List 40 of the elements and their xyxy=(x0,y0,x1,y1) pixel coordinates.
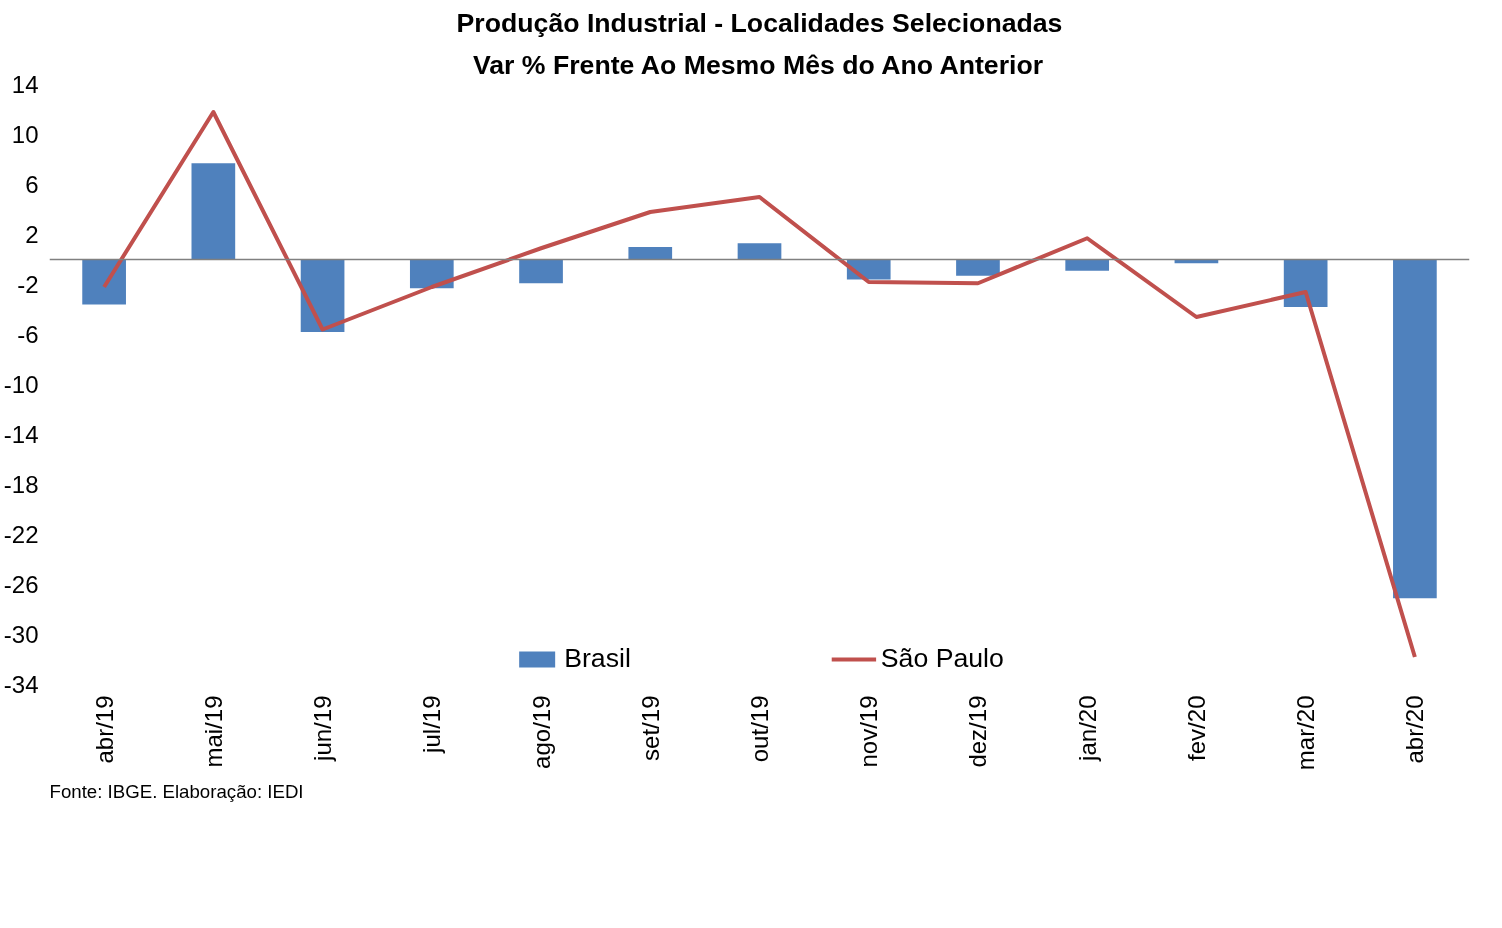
bar xyxy=(1283,259,1328,307)
legend-label: Brasil xyxy=(564,643,631,674)
bar xyxy=(519,259,563,284)
y-tick-label: -18 xyxy=(3,471,39,498)
y-tick-label: -22 xyxy=(3,521,39,548)
chart-subtitle: Var % Frente Ao Mesmo Mês do Ano Anterior xyxy=(472,49,1044,80)
y-tick-label: -26 xyxy=(3,571,39,598)
x-tick-label: abr/19 xyxy=(90,695,118,764)
x-tick-label: dez/19 xyxy=(964,695,992,768)
x-tick-label: nov/19 xyxy=(855,695,883,768)
y-tick-label: -34 xyxy=(3,671,39,698)
bar xyxy=(191,163,236,260)
chart-title: Produção Industrial - Localidades Selecionadas xyxy=(456,7,1063,38)
y-tick-label: 6 xyxy=(25,171,39,198)
y-tick-label: 10 xyxy=(11,121,39,148)
y-tick-label: -10 xyxy=(3,371,39,398)
x-tick-label: mar/20 xyxy=(1292,695,1320,771)
x-tick-label: fev/20 xyxy=(1182,695,1210,761)
y-tick-label: -2 xyxy=(17,271,39,298)
x-tick-label: out/19 xyxy=(746,695,773,763)
x-tick-label: ago/19 xyxy=(527,695,555,769)
bar xyxy=(737,243,782,260)
bar xyxy=(1393,259,1437,599)
bar xyxy=(956,259,1000,276)
x-tick-label: abr/20 xyxy=(1401,695,1429,764)
y-tick-label: -6 xyxy=(17,321,39,348)
x-tick-label: mai/19 xyxy=(199,695,227,768)
y-tick-label: 2 xyxy=(25,221,39,248)
source-note: Fonte: IBGE. Elaboração: IEDI xyxy=(49,780,304,802)
x-tick-label: jun/19 xyxy=(309,695,337,762)
y-tick-label: -30 xyxy=(3,621,39,648)
y-tick-label: -14 xyxy=(3,421,39,448)
x-tick-label: jan/20 xyxy=(1073,695,1101,762)
bar xyxy=(1065,259,1110,271)
bar xyxy=(628,247,673,260)
bar xyxy=(82,259,126,305)
x-tick-label: set/19 xyxy=(636,695,664,761)
x-tick-label: jul/19 xyxy=(418,695,446,754)
y-tick-label: 14 xyxy=(11,71,39,98)
legend-label: São Paulo xyxy=(880,643,1004,674)
